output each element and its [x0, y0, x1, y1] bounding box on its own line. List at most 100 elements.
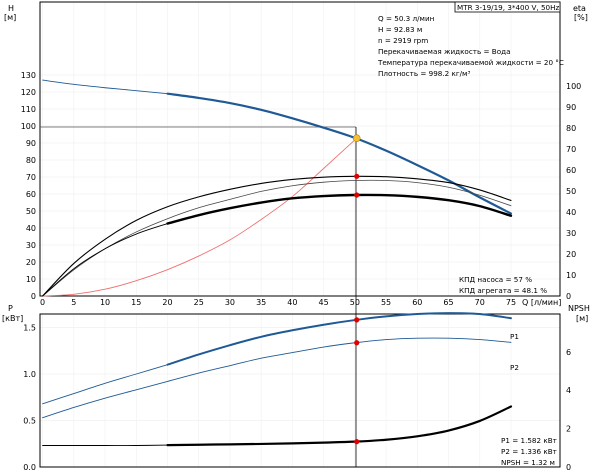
op-info-temperature: Температура перекачиваемой жидкости = 20…: [377, 58, 564, 67]
curve-power: [166, 312, 512, 366]
x-tick-label: 10: [100, 298, 110, 307]
x-tick-label: 60: [412, 298, 422, 307]
duty-point-marker: [354, 340, 360, 346]
x-axis-label: Q [л/мин]: [522, 298, 561, 307]
x-tick-label: 50: [350, 298, 360, 307]
y-tick-label-right: 6: [566, 348, 571, 357]
curve-eta-unit-thin: [42, 223, 168, 297]
top-right-axis-name: eta: [573, 4, 586, 13]
y-tick-label-left: 80: [26, 156, 36, 165]
x-tick-label: 35: [256, 298, 266, 307]
x-tick-label: 45: [319, 298, 329, 307]
chart-title-box: MTR 3-19/19, 3*400 V, 50Hz: [454, 1, 561, 13]
chart-title-frame: [454, 1, 561, 13]
eff-pump-label: КПД насоса = 57 %: [459, 275, 532, 284]
y-tick-label-left: 110: [21, 105, 36, 114]
curve-head: [166, 92, 513, 215]
y-tick-label-right: 0: [566, 292, 571, 301]
p2-series-label: P2: [510, 363, 519, 372]
bottom-left-axis-name: P: [8, 304, 13, 313]
x-tick-label: 40: [287, 298, 297, 307]
y-tick-label-right: 60: [566, 166, 576, 175]
x-tick-label: 0: [40, 298, 45, 307]
bottom-right-axis-unit: [м]: [576, 314, 588, 323]
y-tick-label-left: 0.5: [23, 417, 36, 426]
p1-value: P1 = 1.582 кВт: [501, 436, 557, 445]
top-left-axis-unit: [м]: [4, 13, 16, 22]
curve-head-thin: [42, 79, 168, 95]
npsh-value: NPSH = 1.32 м: [501, 458, 555, 467]
y-tick-label-left: 0.0: [23, 463, 36, 472]
operating-point-marker: [352, 134, 361, 142]
y-tick-label-left: 60: [26, 190, 36, 199]
duty-point-marker: [354, 439, 360, 445]
op-info-q: Q = 50.3 л/мин: [378, 14, 435, 23]
chart-title: MTR 3-19/19, 3*400 V, 50Hz: [457, 3, 560, 12]
y-tick-label-left: 70: [26, 173, 36, 182]
top-left-axis-name: H: [8, 4, 14, 13]
duty-point-marker: [354, 317, 360, 323]
duty-point-marker: [354, 173, 360, 179]
p2-value: P2 = 1.336 кВт: [501, 447, 557, 456]
op-info-density: Плотность = 998.2 кг/м³: [378, 69, 470, 78]
y-tick-label-left: 0: [31, 292, 36, 301]
y-tick-label-right: 2: [566, 425, 571, 434]
y-tick-label-right: 0: [566, 463, 571, 472]
x-tick-label: 65: [443, 298, 453, 307]
y-tick-label-right: 50: [566, 187, 576, 196]
axis-titles: H [м] eta [%] P [кВт] NPSH [м] Q [л/мин]: [2, 4, 590, 323]
curve-system: [42, 137, 358, 297]
y-tick-label-right: 80: [566, 124, 576, 133]
y-tick-label-left: 1.5: [23, 324, 36, 333]
x-tick-label: 20: [162, 298, 172, 307]
y-tick-label-right: 100: [566, 82, 581, 91]
curve-power-thin: [42, 337, 512, 419]
y-tick-label-right: 4: [566, 386, 571, 395]
p1-series-label: P1: [510, 332, 519, 341]
y-tick-label-right: 40: [566, 208, 576, 217]
frame-layer: [39, 1, 561, 468]
x-tick-label: 15: [131, 298, 141, 307]
curve-eta-unit: [166, 193, 513, 225]
y-tick-label-left: 40: [26, 224, 36, 233]
y-tick-label-left: 100: [21, 122, 36, 131]
op-info-liquid: Перекачиваемая жидкость = Вода: [378, 47, 511, 56]
curve-layer: [42, 79, 513, 447]
y-tick-label-left: 1.0: [23, 370, 36, 379]
y-tick-label-right: 70: [566, 145, 576, 154]
y-tick-label-right: 90: [566, 103, 576, 112]
curve-npsh: [166, 405, 513, 447]
y-tick-label-left: 130: [21, 71, 36, 80]
bottom-right-axis-name: NPSH: [568, 304, 590, 313]
top-right-axis-unit: [%]: [574, 13, 588, 22]
curve-eta-pump: [42, 175, 512, 297]
x-tick-label: 55: [381, 298, 391, 307]
eff-unit-label: КПД агрегата = 48.1 %: [459, 286, 547, 295]
grid-layer: [40, 2, 560, 468]
y-tick-label-right: 30: [566, 229, 576, 238]
x-tick-label: 70: [475, 298, 485, 307]
curve-power-thin: [42, 364, 168, 405]
x-tick-label: 30: [225, 298, 235, 307]
power-npsh-info: P1 P2 P1 = 1.582 кВт P2 = 1.336 кВт NPSH…: [501, 332, 557, 467]
y-tick-label-left: 50: [26, 207, 36, 216]
curve-eta-thin: [42, 179, 512, 297]
efficiency-info: КПД насоса = 57 % КПД агрегата = 48.1 %: [459, 275, 547, 295]
y-tick-label-left: 20: [26, 258, 36, 267]
x-tick-label: 5: [71, 298, 76, 307]
x-tick-label: 75: [506, 298, 516, 307]
op-info-n: n = 2919 rpm: [378, 36, 428, 45]
y-tick-label-right: 20: [566, 250, 576, 259]
y-tick-label-left: 90: [26, 139, 36, 148]
bottom-left-axis-unit: [кВт]: [2, 314, 23, 323]
tick-layer: 0102030405060708090100110120130010203040…: [21, 71, 582, 472]
y-tick-label-left: 10: [26, 275, 36, 284]
op-info-h: H = 92.83 м: [378, 25, 422, 34]
bottom-plot-frame: [39, 313, 561, 468]
y-tick-label-left: 30: [26, 241, 36, 250]
y-tick-label-left: 120: [21, 88, 36, 97]
operating-point-info: Q = 50.3 л/мин H = 92.83 м n = 2919 rpm …: [377, 14, 564, 78]
top-plot-frame: [39, 1, 561, 297]
x-tick-label: 25: [194, 298, 204, 307]
